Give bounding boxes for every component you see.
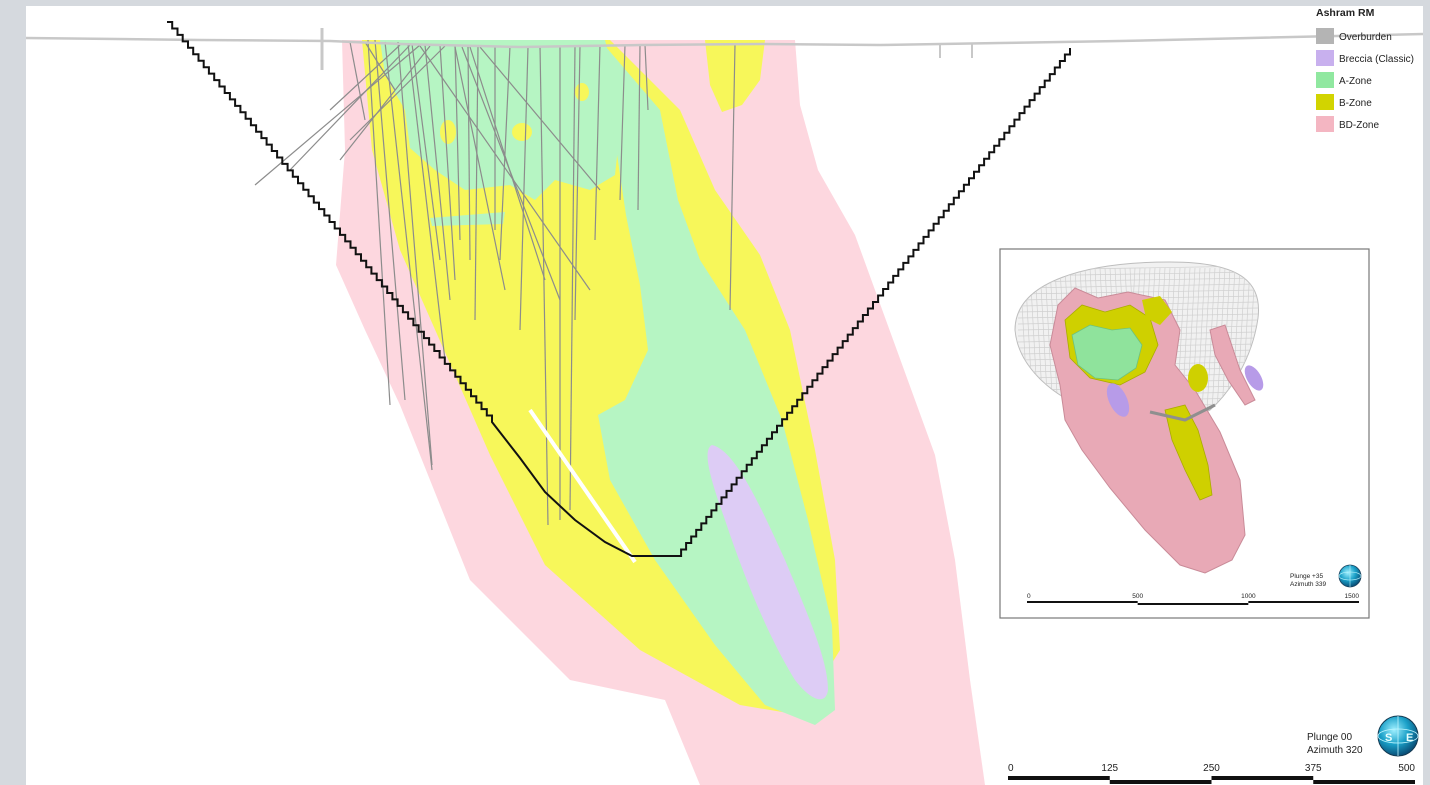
drill-hole	[454, 44, 461, 241]
scale-segment	[1008, 776, 1110, 780]
b-zone-speck	[575, 83, 589, 101]
legend-swatch	[1316, 72, 1334, 88]
scale-tick-label: 0	[1008, 763, 1014, 774]
legend-label: Breccia (Classic)	[1339, 54, 1414, 65]
scale-segment	[1137, 603, 1249, 605]
legend-title: Ashram RM	[1316, 7, 1375, 19]
legend-swatch	[1316, 116, 1334, 132]
breccia-area	[707, 445, 828, 700]
scale-tick-label: 500	[1132, 593, 1143, 600]
inset-3d-view: Plunge +35 Azimuth 339 0 500 1000 1500	[999, 248, 1370, 619]
drill-hole	[367, 39, 391, 406]
topography-line	[26, 32, 1423, 49]
main-orientation: Plunge 00 Azimuth 320 S E	[1307, 715, 1419, 757]
drill-hole	[569, 45, 576, 511]
drill-hole	[411, 43, 441, 261]
inset-b-zone-spot	[1188, 364, 1208, 392]
scale-segment	[1248, 601, 1359, 603]
drill-hole	[729, 43, 736, 311]
inset-b-zone-cap	[1142, 296, 1172, 325]
scale-segment	[1313, 780, 1415, 784]
globe-compass-icon	[1338, 564, 1362, 588]
drill-hole	[419, 45, 591, 291]
drill-holes	[254, 39, 736, 526]
scale-tick-label: 375	[1305, 763, 1322, 774]
scale-tick-label: 250	[1203, 763, 1220, 774]
scale-tick-label: 1500	[1345, 593, 1360, 600]
scale-tick-label: 500	[1398, 763, 1415, 774]
inset-scale-bar: 0 500 1000 1500	[1027, 593, 1359, 605]
drill-hole	[384, 41, 433, 471]
compass-e-glyph: E	[1406, 732, 1413, 744]
scale-tick-label: 1000	[1241, 593, 1256, 600]
scale-tick-label: 0	[1027, 593, 1031, 600]
drill-hole	[469, 46, 546, 281]
inset-a-zone	[1071, 324, 1143, 381]
drill-hole	[574, 45, 581, 321]
pit-shell-outline	[167, 21, 1071, 557]
inset-drill-cluster	[1149, 403, 1216, 422]
b-zone-speck	[512, 123, 532, 141]
drill-hole	[644, 44, 649, 111]
inset-b-zone-lower	[1164, 404, 1213, 501]
drill-hole	[479, 46, 601, 191]
scale-tick-label: 125	[1101, 763, 1118, 774]
scale-segment	[1109, 780, 1212, 784]
inset-azimuth-label: Azimuth 339	[1290, 581, 1327, 588]
inset-bd-wing	[1209, 324, 1256, 406]
drill-hole	[439, 44, 456, 281]
inset-breccia-left	[1106, 383, 1130, 417]
main-azimuth-label: Azimuth 320	[1307, 745, 1363, 756]
legend-label: BD-Zone	[1339, 120, 1379, 131]
drill-hole	[407, 43, 446, 361]
legend-item: Breccia (Classic)	[1316, 50, 1414, 66]
legend: Ashram RM Overburden Breccia (Classic) A-Z…	[1316, 7, 1414, 132]
inset-plunge-label: Plunge +35	[1290, 573, 1323, 580]
legend-swatch	[1316, 50, 1334, 66]
drill-hole	[474, 45, 479, 321]
drill-hole	[619, 44, 626, 201]
drill-hole	[594, 44, 601, 241]
a-zone-band	[430, 212, 505, 226]
drill-hole	[424, 44, 451, 301]
a-zone-upper	[380, 40, 622, 200]
drill-hole	[374, 39, 406, 401]
legend-swatch	[1316, 94, 1334, 110]
scale-segment	[1027, 601, 1138, 603]
drill-hole	[364, 41, 396, 91]
drill-hole	[454, 46, 506, 291]
drill-hole	[349, 45, 446, 141]
main-plunge-label: Plunge 00	[1307, 732, 1352, 743]
inset-breccia-right	[1244, 365, 1264, 391]
globe-compass-icon: S E	[1377, 715, 1419, 757]
legend-swatch	[1316, 28, 1334, 44]
drill-hole	[519, 46, 529, 331]
legend-item: B-Zone	[1316, 94, 1372, 110]
b-zone-lobe	[705, 40, 765, 112]
legend-item: Overburden	[1316, 28, 1392, 44]
legend-label: Overburden	[1339, 32, 1392, 43]
drill-hole	[339, 45, 431, 161]
drill-hole	[329, 44, 401, 111]
drill-hole	[289, 44, 411, 171]
drill-hole	[539, 45, 549, 526]
main-scale-bar: 0 125 250 375 500	[1008, 763, 1415, 784]
drill-hole	[467, 45, 471, 261]
drill-hole	[397, 41, 433, 466]
legend-label: B-Zone	[1339, 98, 1372, 109]
compass-s-glyph: S	[1385, 732, 1392, 744]
legend-item: BD-Zone	[1316, 116, 1379, 132]
legend-item: A-Zone	[1316, 72, 1372, 88]
drill-hole	[637, 44, 641, 211]
scale-segment	[1211, 776, 1314, 780]
core-trace	[528, 408, 637, 564]
b-zone-speck	[440, 120, 456, 144]
drill-hole	[349, 41, 366, 121]
legend-label: A-Zone	[1339, 76, 1372, 87]
